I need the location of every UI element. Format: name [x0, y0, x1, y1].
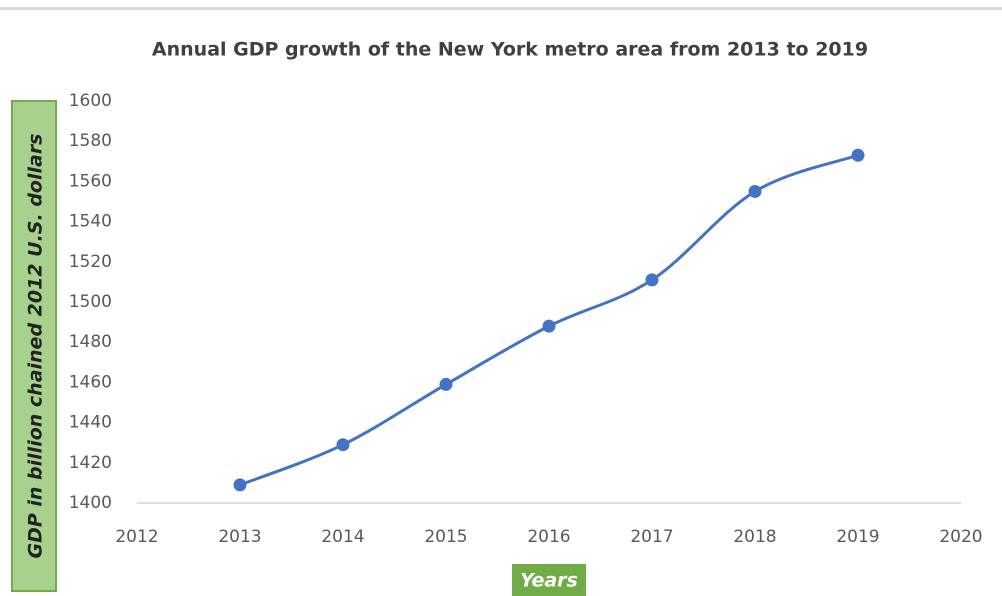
y-tick-label: 1600: [69, 91, 112, 111]
x-tick-label: 2019: [836, 527, 879, 547]
x-tick-label: 2020: [939, 527, 982, 547]
data-point: [851, 148, 865, 162]
x-tick-label: 2012: [115, 527, 158, 547]
y-tick-label: 1440: [69, 413, 112, 433]
y-tick-label: 1520: [69, 252, 112, 272]
y-tick-label: 1400: [69, 493, 112, 513]
y-tick-label: 1580: [69, 131, 112, 151]
data-point: [233, 478, 247, 492]
x-tick-label: 2018: [733, 527, 776, 547]
y-tick-label: 1480: [69, 332, 112, 352]
x-tick-label: 2017: [630, 527, 673, 547]
x-axis-label: Years: [520, 570, 578, 592]
y-axis-label: GDP in billion chained 2012 U.S. dollars: [25, 134, 47, 559]
x-tick-label: 2015: [424, 527, 467, 547]
top-border: [0, 7, 1002, 10]
data-point: [748, 184, 762, 198]
chart-title: Annual GDP growth of the New York metro …: [152, 39, 868, 61]
x-label-box: [512, 564, 586, 596]
x-tick-label: 2014: [321, 527, 364, 547]
y-tick-label: 1560: [69, 171, 112, 191]
y-tick-label: 1500: [69, 292, 112, 312]
data-point: [645, 273, 659, 287]
data-point: [336, 438, 350, 452]
x-tick-label: 2013: [218, 527, 261, 547]
data-point: [542, 319, 556, 333]
y-label-box: [11, 100, 57, 592]
data-point: [439, 377, 453, 391]
x-tick-label: 2016: [527, 527, 570, 547]
y-tick-label: 1540: [69, 212, 112, 232]
y-tick-label: 1420: [69, 453, 112, 473]
y-tick-label: 1460: [69, 372, 112, 392]
